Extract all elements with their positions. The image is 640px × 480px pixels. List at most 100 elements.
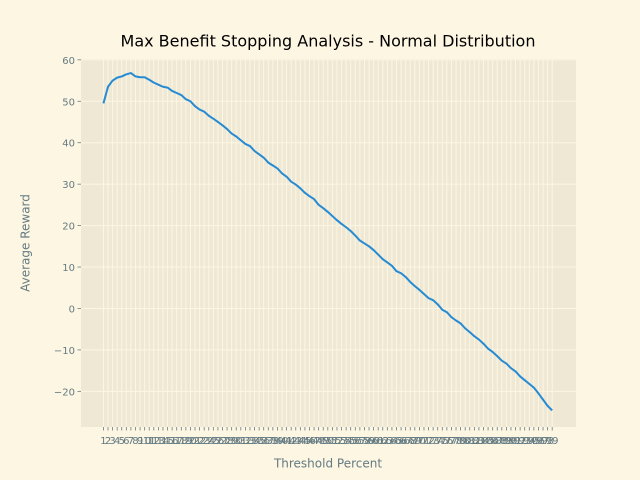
x-tick-label: 97: [537, 436, 550, 447]
x-tick-label: 22: [193, 436, 206, 447]
x-tick-label: 49: [317, 436, 330, 447]
x-tick-label: 87: [491, 436, 504, 447]
x-tick-label: 80: [459, 436, 472, 447]
x-tick-label: 28: [221, 436, 234, 447]
y-tick-label: 20: [62, 222, 75, 233]
x-axis-label: Threshold Percent: [273, 457, 382, 471]
x-tick-label: 78: [450, 436, 463, 447]
x-tick-label: 71: [418, 436, 431, 447]
x-tick-label: 43: [289, 436, 302, 447]
x-tick-label: 64: [386, 436, 399, 447]
x-tick-label: 55: [344, 436, 357, 447]
x-tick-label: 4: [114, 436, 120, 447]
grid: [81, 59, 576, 427]
x-tick-label: 81: [463, 436, 476, 447]
x-tick-label: 13: [152, 436, 165, 447]
x-tick-label: 2: [105, 436, 111, 447]
x-tick-label: 48: [312, 436, 325, 447]
x-tick-label: 62: [376, 436, 389, 447]
x-tick-label: 94: [523, 436, 536, 447]
x-tick-label: 30: [230, 436, 243, 447]
y-tick-label: 10: [62, 263, 75, 274]
x-tick-label: 73: [427, 436, 440, 447]
x-tick-label: 45: [299, 436, 312, 447]
x-tick-label: 82: [468, 436, 481, 447]
x-tick-label: 88: [495, 436, 508, 447]
x-tick-label: 66: [395, 436, 408, 447]
x-tick-label: 26: [212, 436, 225, 447]
x-tick-label: 7: [128, 436, 134, 447]
x-tick-label: 95: [528, 436, 541, 447]
x-tick-label: 61: [372, 436, 385, 447]
x-tick-label: 54: [340, 436, 353, 447]
x-tick-label: 92: [514, 436, 527, 447]
x-tick-label: 14: [157, 436, 170, 447]
x-tick-label: 25: [207, 436, 220, 447]
x-tick-label: 42: [285, 436, 298, 447]
x-tick-label: 76: [441, 436, 454, 447]
chart-title: Max Benefit Stopping Analysis - Normal D…: [121, 32, 536, 51]
x-tick-label: 57: [353, 436, 366, 447]
x-tick-label: 20: [184, 436, 197, 447]
x-tick-label: 51: [326, 436, 339, 447]
y-axis-label: Average Reward: [19, 194, 33, 292]
x-tick-label: 40: [276, 436, 289, 447]
x-tick-label: 41: [280, 436, 293, 447]
x-tick-label: 84: [477, 436, 490, 447]
plot-area: [81, 59, 576, 427]
x-tick-label: 72: [422, 436, 435, 447]
x-tick-label: 74: [431, 436, 444, 447]
y-tick-label: 50: [62, 97, 75, 108]
y-tick-label: 30: [62, 180, 75, 191]
x-tick-label: 86: [486, 436, 499, 447]
x-tick-label: 96: [532, 436, 545, 447]
x-tick-label: 11: [143, 436, 156, 447]
x-tick-label: 98: [541, 436, 554, 447]
x-tick-label: 89: [500, 436, 513, 447]
y-tick-label: 60: [62, 56, 75, 67]
x-tick-label: 75: [436, 436, 449, 447]
x-tick-label: 85: [482, 436, 495, 447]
x-tick-label: 19: [179, 436, 192, 447]
x-tick-label: 58: [358, 436, 371, 447]
x-tick-label: 39: [271, 436, 284, 447]
marks: [102, 72, 553, 412]
x-tick-label: 53: [335, 436, 348, 447]
x-tick-label: 6: [123, 436, 129, 447]
x-tick-label: 90: [505, 436, 518, 447]
x-tick-label: 18: [175, 436, 188, 447]
x-tick-label: 31: [234, 436, 247, 447]
x-tick-label: 27: [216, 436, 229, 447]
x-tick-label: 34: [248, 436, 261, 447]
x-tick-label: 12: [147, 436, 160, 447]
x-tick-label: 70: [413, 436, 426, 447]
x-tick-label: 52: [331, 436, 344, 447]
x-tick-label: 63: [381, 436, 394, 447]
x-tick-label: 67: [399, 436, 412, 447]
x-tick-label: 69: [408, 436, 421, 447]
x-tick-label: 44: [294, 436, 307, 447]
x-tick-label: 10: [138, 436, 151, 447]
x-tick-label: 3: [109, 436, 115, 447]
x-tick-label: 47: [308, 436, 321, 447]
x-tick-label: 38: [266, 436, 279, 447]
x-tick-label: 68: [404, 436, 417, 447]
x-tick-label: 46: [303, 436, 316, 447]
x-tick-label: 99: [546, 436, 559, 447]
x-tick-label: 24: [202, 436, 215, 447]
x-tick-label: 5: [119, 436, 125, 447]
x-tick-label: 35: [253, 436, 266, 447]
x-tick-label: 1: [100, 436, 106, 447]
x-tick-label: 36: [257, 436, 270, 447]
x-tick-label: 77: [445, 436, 458, 447]
x-tick-label: 65: [390, 436, 403, 447]
x-tick-label: 59: [363, 436, 376, 447]
data-line: [102, 72, 553, 412]
x-tick-label: 93: [518, 436, 531, 447]
x-tick-label: 16: [166, 436, 179, 447]
x-tick-label: 9: [137, 436, 143, 447]
x-tick-label: 79: [454, 436, 467, 447]
x-tick-label: 37: [262, 436, 275, 447]
x-tick-label: 32: [239, 436, 252, 447]
x-tick-label: 17: [170, 436, 183, 447]
